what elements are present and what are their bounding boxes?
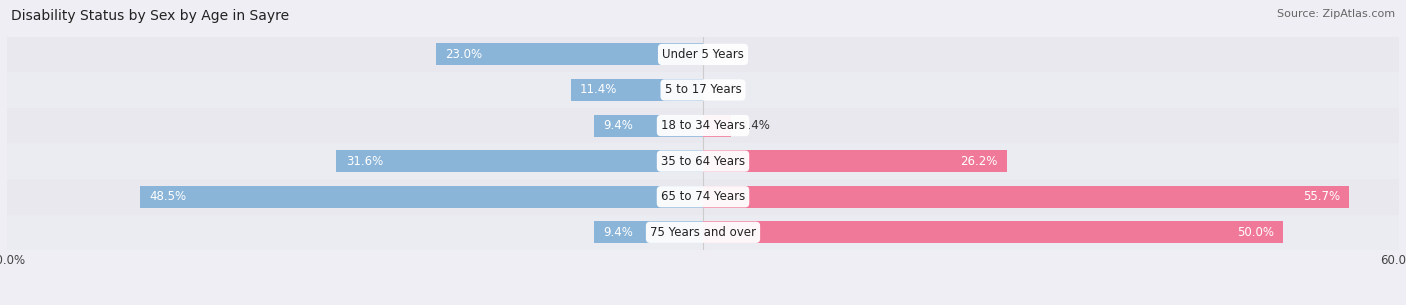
Text: 26.2%: 26.2%	[960, 155, 998, 168]
Text: 0.0%: 0.0%	[713, 48, 742, 61]
Text: 48.5%: 48.5%	[149, 190, 187, 203]
Bar	[7, 37, 1399, 72]
Bar	[593, 115, 703, 137]
Text: 18 to 34 Years: 18 to 34 Years	[661, 119, 745, 132]
Text: Under 5 Years: Under 5 Years	[662, 48, 744, 61]
Text: 11.4%: 11.4%	[581, 84, 617, 96]
Bar	[703, 221, 1282, 243]
Text: 9.4%: 9.4%	[603, 119, 633, 132]
Text: 2.4%: 2.4%	[740, 119, 770, 132]
Text: Source: ZipAtlas.com: Source: ZipAtlas.com	[1277, 9, 1395, 19]
Bar	[336, 150, 703, 172]
Text: Disability Status by Sex by Age in Sayre: Disability Status by Sex by Age in Sayre	[11, 9, 290, 23]
Bar	[7, 214, 1399, 250]
Text: 5 to 17 Years: 5 to 17 Years	[665, 84, 741, 96]
Bar	[703, 186, 1350, 208]
Bar	[571, 79, 703, 101]
Bar	[141, 186, 703, 208]
Bar	[436, 43, 703, 66]
Bar	[703, 115, 731, 137]
Text: 65 to 74 Years: 65 to 74 Years	[661, 190, 745, 203]
Text: 31.6%: 31.6%	[346, 155, 382, 168]
Bar	[7, 72, 1399, 108]
Text: 0.0%: 0.0%	[713, 84, 742, 96]
Text: 75 Years and over: 75 Years and over	[650, 226, 756, 239]
Text: 55.7%: 55.7%	[1303, 190, 1340, 203]
Bar	[7, 143, 1399, 179]
Bar	[7, 108, 1399, 143]
Bar	[7, 179, 1399, 214]
Text: 23.0%: 23.0%	[446, 48, 482, 61]
Text: 35 to 64 Years: 35 to 64 Years	[661, 155, 745, 168]
Text: 9.4%: 9.4%	[603, 226, 633, 239]
Text: 50.0%: 50.0%	[1237, 226, 1274, 239]
Bar	[703, 150, 1007, 172]
Bar	[593, 221, 703, 243]
